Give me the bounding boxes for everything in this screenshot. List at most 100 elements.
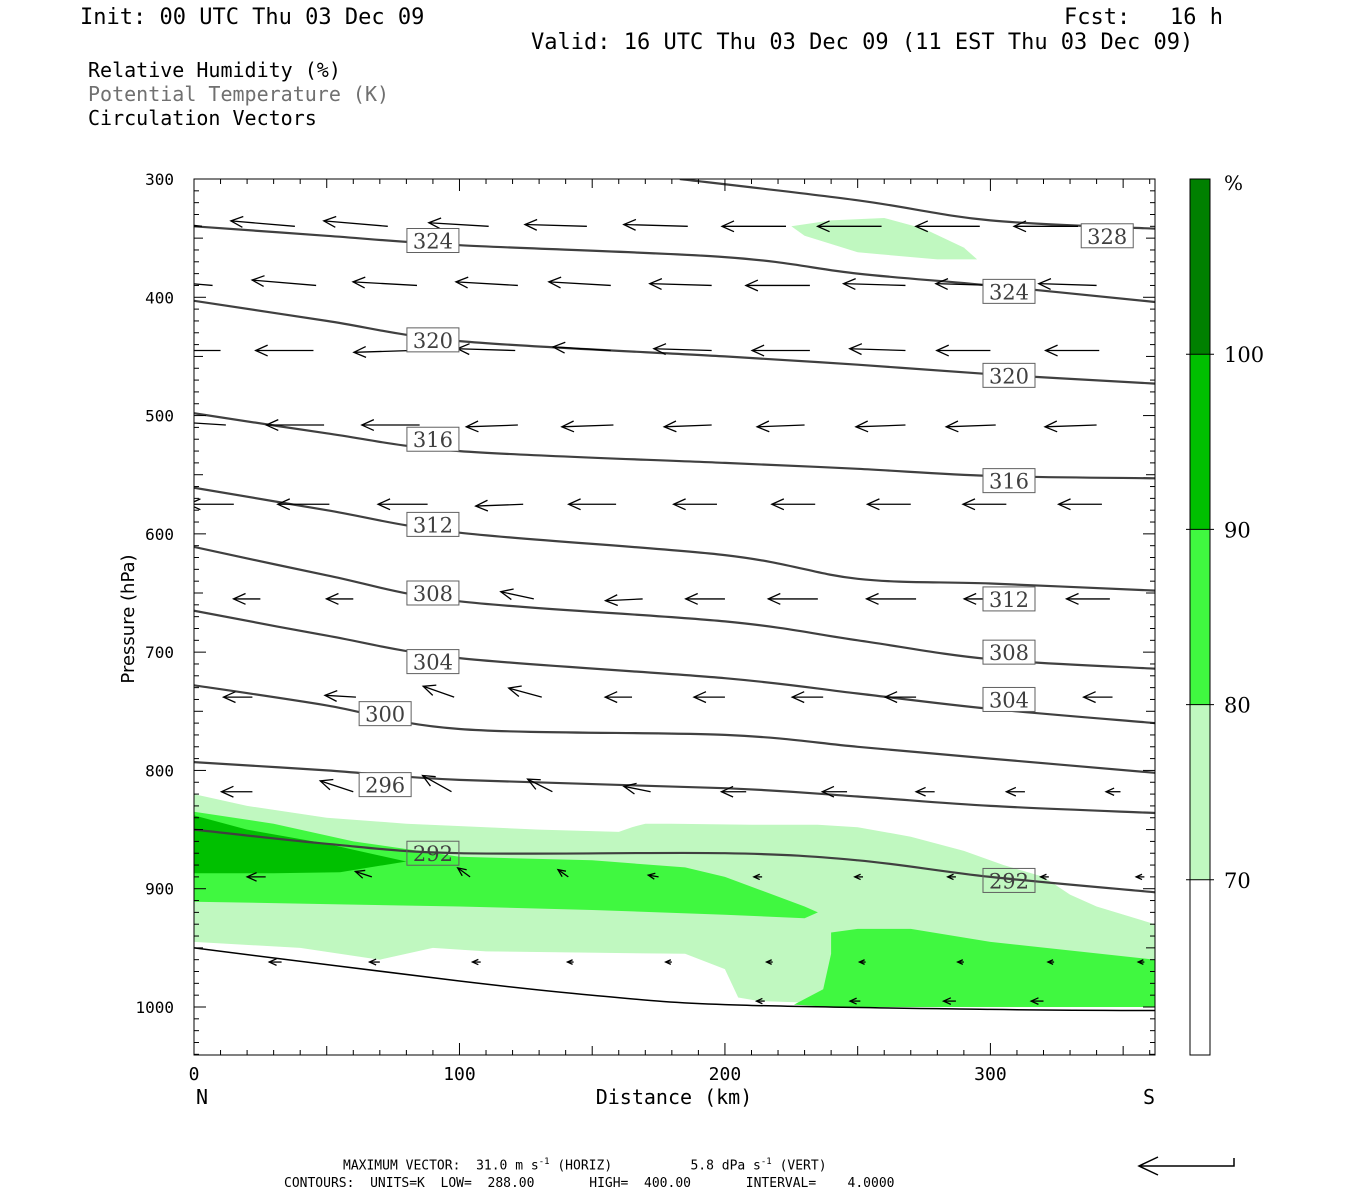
vector-head bbox=[1104, 787, 1115, 796]
circulation-vector-2-2 bbox=[352, 345, 412, 358]
x-left-end-label: N bbox=[196, 1085, 208, 1109]
vector-head bbox=[664, 959, 672, 965]
circulation-vector-10-3 bbox=[1029, 997, 1044, 1005]
vector-head bbox=[560, 420, 575, 433]
colorbar-unit: % bbox=[1224, 171, 1243, 195]
colorbar-segment-3 bbox=[1190, 704, 1210, 880]
colorbar-label: 80 bbox=[1224, 694, 1251, 718]
vector-shaft bbox=[475, 503, 524, 507]
vector-head bbox=[360, 419, 375, 432]
circulation-vector-1-9 bbox=[1037, 278, 1097, 291]
theta-label-320-1: 320 bbox=[989, 364, 1029, 388]
vector-head bbox=[914, 220, 929, 233]
vector-head bbox=[523, 218, 538, 231]
vector-shaft bbox=[649, 283, 712, 287]
vector-head bbox=[1037, 278, 1052, 291]
circulation-vector-8-2 bbox=[456, 866, 471, 878]
theta-label-304-0: 304 bbox=[413, 651, 453, 675]
x-tick-label: 200 bbox=[709, 1064, 742, 1085]
vector-head bbox=[946, 873, 954, 881]
theta-label-328-0: 328 bbox=[1087, 225, 1127, 249]
vector-head bbox=[853, 873, 861, 881]
vector-head bbox=[318, 778, 334, 791]
vector-shaft bbox=[194, 422, 226, 426]
circulation-vector-7-8 bbox=[1004, 786, 1025, 797]
vector-head bbox=[1043, 344, 1058, 357]
theta-label-296-0: 296 bbox=[365, 774, 405, 798]
theta-label-304-1: 304 bbox=[989, 688, 1029, 712]
vector-shaft bbox=[252, 279, 317, 287]
vector-head bbox=[754, 997, 763, 1005]
vector-shaft bbox=[457, 867, 471, 878]
contour-labels: 292 292 296 300 304 304 308 308 312 312 316 316 320 3… bbox=[358, 223, 1134, 893]
theta-label-box-300-0 bbox=[358, 701, 412, 727]
vector-head bbox=[421, 774, 436, 787]
vector-head bbox=[934, 278, 949, 290]
vector-head bbox=[138, 215, 151, 226]
circulation-vector-7-0 bbox=[219, 785, 253, 798]
circulation-vector-2-0 bbox=[194, 349, 221, 352]
circulation-vector-9-5 bbox=[764, 959, 773, 965]
rh-region-80-3 bbox=[794, 928, 1155, 1007]
circulation-vector-4-1 bbox=[276, 498, 330, 511]
vector-shaft bbox=[648, 874, 659, 878]
circulation-vector-6-9 bbox=[1082, 691, 1113, 704]
vector-head bbox=[815, 220, 830, 233]
vector-head bbox=[454, 276, 469, 289]
circulation-vector-1-1 bbox=[250, 275, 317, 288]
colorbar-label: 70 bbox=[1224, 869, 1251, 893]
vector-head bbox=[194, 498, 201, 511]
y-tick-label: 600 bbox=[145, 525, 174, 544]
theta-contour-292 bbox=[194, 828, 1155, 894]
theta-label-box-292-0 bbox=[406, 840, 460, 866]
x-tick-label: 300 bbox=[974, 1064, 1007, 1085]
vector-shaft bbox=[500, 591, 534, 600]
circulation-vector-3-5 bbox=[662, 420, 712, 433]
circulation-vector-3-3 bbox=[464, 420, 518, 433]
vector-head bbox=[474, 499, 489, 512]
vector-shaft bbox=[605, 598, 643, 602]
vector-head bbox=[1012, 220, 1027, 233]
circulation-vector-2-7 bbox=[848, 343, 906, 356]
y-tick-label: 900 bbox=[145, 880, 174, 899]
vector-head bbox=[883, 691, 898, 704]
vector-head bbox=[854, 420, 869, 433]
circulation-vector-7-9 bbox=[1104, 787, 1121, 796]
circulation-vector-5-3 bbox=[499, 588, 534, 601]
vector-head bbox=[219, 785, 234, 798]
theta-label-box-324-1 bbox=[982, 278, 1036, 304]
circulation-vector-4-0 bbox=[194, 498, 234, 511]
horiz-unit: (HORIZ) bbox=[557, 1158, 613, 1174]
vector-head bbox=[1064, 592, 1079, 605]
circulation-vector-1-6 bbox=[744, 279, 810, 292]
circulation-vector-6-1 bbox=[323, 689, 356, 702]
vector-head bbox=[766, 592, 781, 605]
vector-head bbox=[848, 343, 863, 356]
vector-head bbox=[865, 498, 880, 511]
circulation-vector-5-9 bbox=[1064, 592, 1110, 605]
vector-head bbox=[1056, 498, 1071, 511]
y-tick-label: 700 bbox=[145, 643, 174, 662]
y-tick-label: 800 bbox=[145, 761, 174, 780]
y-tick-label: 400 bbox=[145, 288, 174, 307]
vector-head bbox=[956, 959, 964, 965]
circulation-vector-3-6 bbox=[755, 420, 805, 433]
vector-head bbox=[662, 420, 677, 433]
circulation-vector-0-9 bbox=[1012, 220, 1079, 233]
vector-head bbox=[820, 785, 835, 798]
circulation-vector-4-3 bbox=[474, 499, 524, 512]
vector-head bbox=[672, 498, 686, 511]
circulation-vector-8-3 bbox=[556, 868, 569, 878]
circulation-vector-2-4 bbox=[551, 341, 611, 354]
theta-label-312-0: 312 bbox=[413, 513, 453, 537]
circulation-vector-0-0 bbox=[138, 215, 203, 227]
rh-region-90-4 bbox=[194, 815, 407, 874]
circulation-vector-7-5 bbox=[719, 785, 747, 798]
vector-shaft bbox=[194, 283, 213, 287]
vector-head bbox=[603, 594, 618, 607]
circulation-vector-7-1 bbox=[318, 778, 354, 793]
vector-head bbox=[556, 868, 567, 877]
max-vector-line: MAXIMUM VECTOR: 31.0 m s-1 (HORIZ) 5.8 d… bbox=[343, 1157, 827, 1173]
vector-shaft bbox=[557, 869, 569, 878]
